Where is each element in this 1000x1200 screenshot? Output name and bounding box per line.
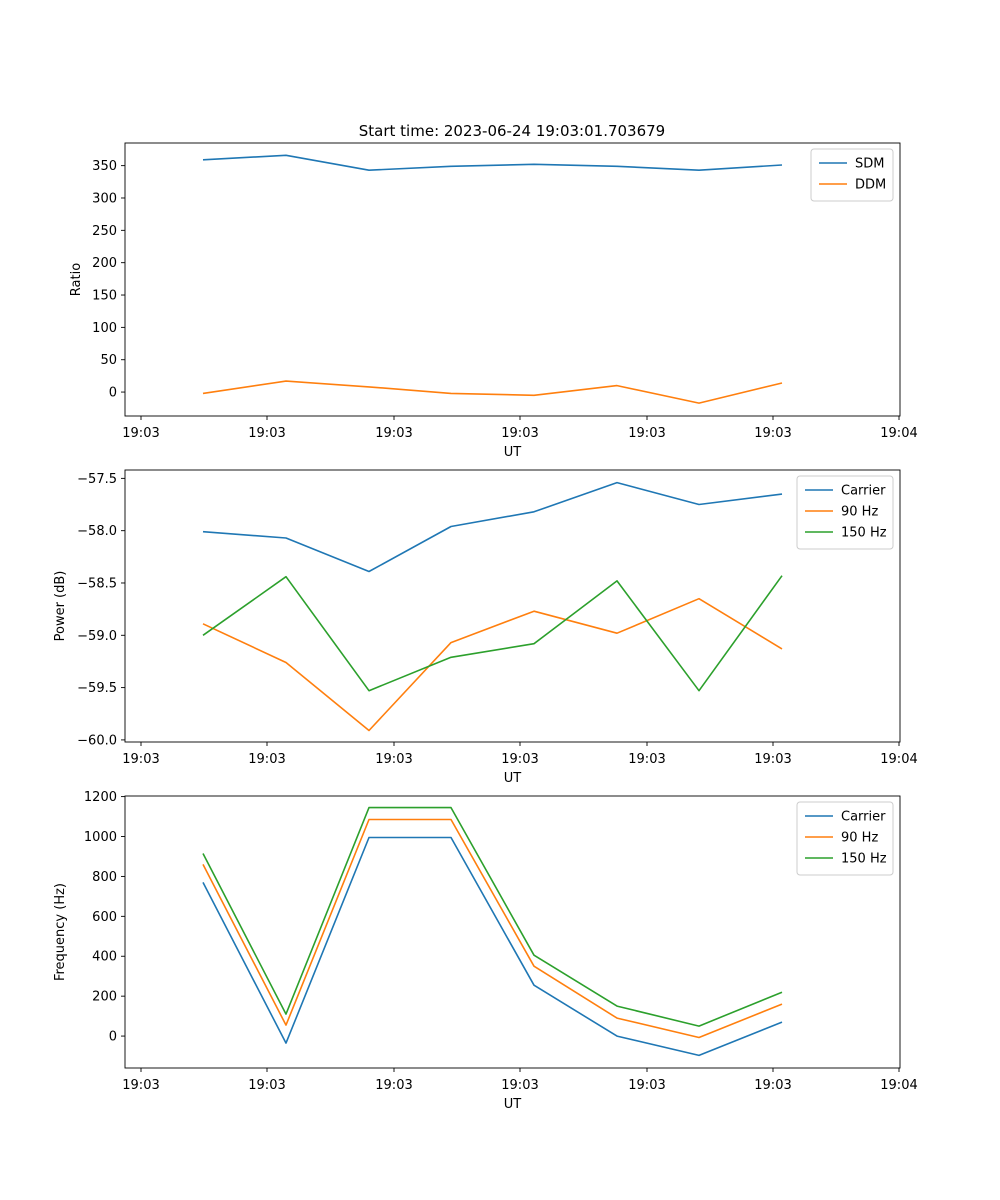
x-tick-label: 19:03 — [248, 1078, 285, 1093]
y-tick-label: 300 — [92, 191, 117, 206]
y-tick-label: 100 — [92, 321, 117, 336]
y-tick-label: 0 — [109, 1030, 117, 1045]
y-tick-label: 350 — [92, 159, 117, 174]
x-tick-label: 19:04 — [880, 426, 917, 441]
x-tick-label: 19:03 — [628, 426, 665, 441]
y-axis-label: Ratio — [69, 263, 84, 296]
plot-frame — [124, 795, 901, 1069]
x-tick-label: 19:04 — [880, 752, 917, 767]
y-tick-label: 200 — [92, 256, 117, 271]
y-tick-label: 200 — [92, 990, 117, 1005]
x-axis-label: UT — [504, 771, 522, 786]
x-tick-label: 19:03 — [501, 752, 538, 767]
series-line-150-hz — [202, 806, 783, 1027]
y-tick-label: −58.5 — [77, 576, 117, 591]
series-line-ddm — [202, 380, 783, 404]
y-tick-label: 400 — [92, 950, 117, 965]
chart-title: Start time: 2023-06-24 19:03:01.703679 — [359, 122, 665, 140]
y-tick-label: −59.0 — [77, 629, 117, 644]
x-tick-label: 19:03 — [501, 426, 538, 441]
legend-entry: SDM — [855, 157, 884, 172]
x-tick-label: 19:03 — [754, 1078, 791, 1093]
y-tick-label: 800 — [92, 870, 117, 885]
x-tick-label: 19:03 — [122, 752, 159, 767]
series-line-90-hz — [202, 597, 783, 732]
y-tick-label: 150 — [92, 289, 117, 304]
legend: Carrier 90 Hz 150 Hz — [796, 475, 894, 550]
series-line-sdm — [202, 154, 783, 171]
subplot-1: 19:03 19:03 19:03 19:03 19:03 19:03 19:04 0 50 10… — [69, 142, 918, 460]
subplot-3: 19:03 19:03 19:03 19:03 19:03 19:03 19:04 0 200 4… — [53, 790, 918, 1112]
legend: SDM DDM — [810, 148, 894, 202]
series-line-150-hz — [202, 575, 783, 692]
subplot-2: 19:03 19:03 19:03 19:03 19:03 19:03 19:04 −60.0… — [53, 469, 918, 786]
series-line-90-hz — [202, 818, 783, 1039]
plot-frame — [124, 469, 901, 743]
y-tick-label: 1200 — [84, 790, 117, 805]
x-tick-label: 19:03 — [375, 752, 412, 767]
x-tick-label: 19:03 — [248, 426, 285, 441]
y-tick-label: −60.0 — [77, 733, 117, 748]
legend-entry: 90 Hz — [841, 505, 878, 520]
x-tick-label: 19:03 — [754, 426, 791, 441]
x-tick-label: 19:03 — [375, 1078, 412, 1093]
y-axis-label: Power (dB) — [53, 571, 68, 642]
legend-entry: Carrier — [841, 484, 886, 499]
x-axis-label: UT — [504, 1097, 522, 1112]
y-tick-label: −58.0 — [77, 524, 117, 539]
legend-entry: 150 Hz — [841, 526, 887, 541]
x-tick-label: 19:03 — [754, 752, 791, 767]
x-tick-label: 19:03 — [501, 1078, 538, 1093]
plot-frame — [124, 142, 901, 417]
y-tick-label: −57.5 — [77, 472, 117, 487]
legend-box — [810, 148, 894, 202]
series-line-carrier — [202, 481, 783, 573]
y-tick-label: −59.5 — [77, 681, 117, 696]
legend-box — [796, 475, 894, 550]
x-tick-label: 19:03 — [375, 426, 412, 441]
y-tick-label: 1000 — [84, 830, 117, 845]
x-tick-label: 19:03 — [628, 1078, 665, 1093]
y-tick-label: 250 — [92, 224, 117, 239]
legend: Carrier 90 Hz 150 Hz — [796, 801, 894, 876]
y-tick-label: 600 — [92, 910, 117, 925]
series-line-carrier — [202, 836, 783, 1057]
x-tick-label: 19:03 — [122, 426, 159, 441]
legend-entry: DDM — [855, 178, 886, 193]
legend-entry: 90 Hz — [841, 831, 878, 846]
x-tick-label: 19:03 — [248, 752, 285, 767]
legend-entry: Carrier — [841, 810, 886, 825]
y-tick-label: 0 — [109, 386, 117, 401]
legend-box — [796, 801, 894, 876]
x-tick-label: 19:03 — [122, 1078, 159, 1093]
y-axis-label: Frequency (Hz) — [53, 883, 68, 981]
x-tick-label: 19:03 — [628, 752, 665, 767]
x-axis-label: UT — [504, 445, 522, 460]
y-tick-label: 50 — [100, 353, 117, 368]
x-tick-label: 19:04 — [880, 1078, 917, 1093]
legend-entry: 150 Hz — [841, 852, 887, 867]
